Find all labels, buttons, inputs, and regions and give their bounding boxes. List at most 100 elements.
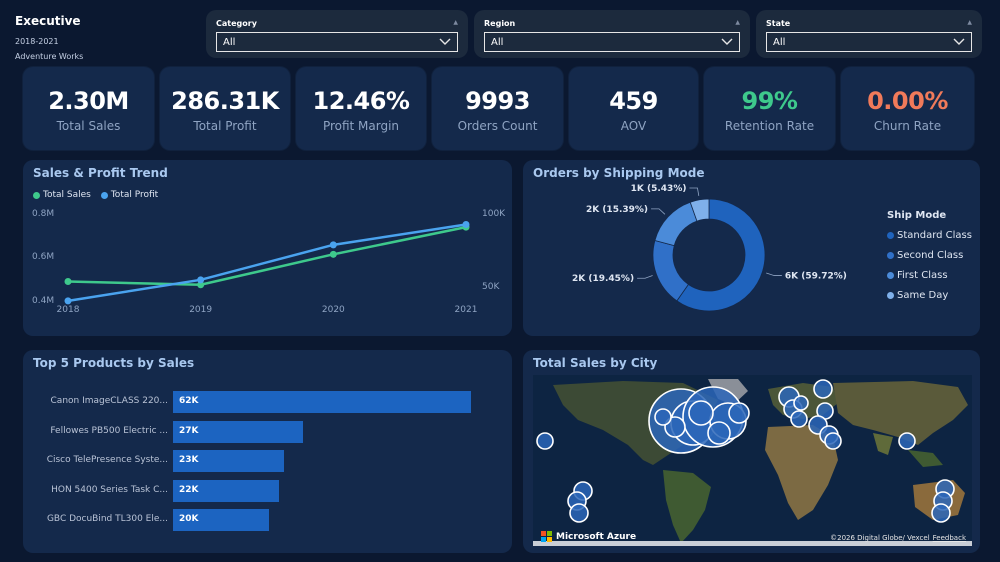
data-point[interactable] <box>64 278 72 286</box>
slice-label: 2K (15.39%) <box>586 205 648 215</box>
x-tick-label: 2018 <box>57 305 80 315</box>
kpi-card-orders-count[interactable]: 9993 Orders Count <box>432 67 563 150</box>
city-bubble[interactable] <box>790 410 808 428</box>
x-tick-label: 2021 <box>455 305 478 315</box>
legend-item-standard-class[interactable]: Standard Class <box>887 225 972 245</box>
city-bubble[interactable] <box>536 432 554 450</box>
kpi-value: 9993 <box>465 87 530 115</box>
chevron-down-icon <box>953 38 965 45</box>
shipping-mode-panel: Orders by Shipping Mode 6K (59.72%) 2K (1… <box>523 160 980 336</box>
product-bar[interactable] <box>173 450 284 472</box>
product-bar-row[interactable]: Cisco TelePresence Syste... 23K <box>23 450 493 472</box>
legend-label: First Class <box>897 269 948 281</box>
map-title: Total Sales by City <box>533 356 658 370</box>
y-tick-label: 0.8M <box>32 209 54 219</box>
city-sales-map[interactable]: Microsoft Azure ©2026 Digital Globe/ Vex… <box>533 375 972 546</box>
legend-dot <box>887 231 894 239</box>
kpi-card-churn-rate[interactable]: 0.00% Churn Rate <box>841 67 974 150</box>
legend-dot <box>887 271 894 279</box>
data-point[interactable] <box>197 276 205 284</box>
city-bubble[interactable] <box>824 432 842 450</box>
series-line[interactable] <box>67 225 467 287</box>
kpi-label: Total Sales <box>56 119 121 133</box>
city-bubble[interactable] <box>793 395 809 411</box>
category-slicer-label: Category <box>216 19 257 28</box>
kpi-value: 459 <box>609 87 658 115</box>
city-bubbles[interactable] <box>533 375 972 546</box>
donut-slice[interactable] <box>676 198 766 312</box>
category-slicer: ▲ Category All <box>206 10 468 58</box>
donut-slice[interactable] <box>652 239 689 302</box>
legend-label: Same Day <box>897 289 949 301</box>
page-title: Executive <box>15 14 81 28</box>
legend-dot <box>33 191 40 199</box>
shipping-title: Orders by Shipping Mode <box>533 166 705 180</box>
city-sales-panel: Total Sales by City <box>523 350 980 553</box>
donut-slice[interactable] <box>654 201 698 247</box>
trend-legend: Total Sales Total Profit <box>33 190 158 200</box>
product-bar[interactable] <box>173 509 270 531</box>
bar-value-label: 22K <box>179 484 199 495</box>
city-bubble[interactable] <box>654 408 672 426</box>
product-bar-row[interactable]: Canon ImageCLASS 220... 62K <box>23 391 493 413</box>
shipping-donut-chart[interactable]: 6K (59.72%) 2K (19.45%) 2K (15.39%) 1K (5.4… <box>523 160 883 336</box>
slice-label: 6K (59.72%) <box>785 271 847 281</box>
legend-label: Second Class <box>897 249 964 261</box>
kpi-card-profit-margin[interactable]: 12.46% Profit Margin <box>296 67 426 150</box>
leader-line <box>651 208 666 215</box>
city-bubble[interactable] <box>688 400 714 426</box>
feedback-link[interactable]: Feedback <box>932 534 966 542</box>
city-bubble[interactable] <box>813 379 833 399</box>
y2-tick-label: 50K <box>482 282 500 292</box>
product-bar[interactable] <box>173 479 279 502</box>
legend-item-total-sales[interactable]: Total Sales <box>33 190 91 200</box>
product-name-label: Fellowes PB500 Electric ... <box>50 425 168 436</box>
legend-item-second-class[interactable]: Second Class <box>887 245 972 265</box>
legend-item-same-day[interactable]: Same Day <box>887 285 972 305</box>
company-name: Adventure Works <box>15 52 84 61</box>
product-bar-row[interactable]: HON 5400 Series Task C... 22K <box>23 479 493 502</box>
product-bar-row[interactable]: GBC DocuBind TL300 Ele... 20K <box>23 509 493 531</box>
kpi-label: AOV <box>620 119 647 133</box>
state-dropdown[interactable]: All <box>766 32 972 52</box>
city-bubble[interactable] <box>931 503 951 523</box>
ship-mode-legend: Ship Mode Standard Class Second Class Fi… <box>887 210 972 305</box>
state-slicer: ▲ State All <box>756 10 982 58</box>
kpi-card-total-sales[interactable]: 2.30M Total Sales <box>23 67 154 150</box>
region-dropdown[interactable]: All <box>484 32 740 52</box>
kpi-card-aov[interactable]: 459 AOV <box>569 67 698 150</box>
data-point[interactable] <box>64 297 72 305</box>
caret-icon: ▲ <box>967 19 972 26</box>
state-slicer-label: State <box>766 19 791 28</box>
product-name-label: GBC DocuBind TL300 Ele... <box>46 514 168 524</box>
product-name-label: HON 5400 Series Task C... <box>51 484 168 495</box>
y2-tick-label: 100K <box>482 209 506 219</box>
trend-chart[interactable]: 0.8M 0.6M 0.4M 100K 50K 2018 2019 2020 2021 <box>23 160 512 336</box>
kpi-card-retention-rate[interactable]: 99% Retention Rate <box>704 67 835 150</box>
kpi-card-total-profit[interactable]: 286.31K Total Profit <box>160 67 290 150</box>
city-bubble[interactable] <box>707 421 731 445</box>
bar-value-label: 62K <box>179 396 199 406</box>
product-bar-row[interactable]: Fellowes PB500 Electric ... 27K <box>23 420 493 443</box>
data-point[interactable] <box>462 220 470 228</box>
product-bar[interactable] <box>173 420 303 443</box>
donut-slice[interactable] <box>689 198 710 222</box>
legend-item-total-profit[interactable]: Total Profit <box>100 190 158 200</box>
kpi-label: Orders Count <box>457 119 538 133</box>
data-point[interactable] <box>329 250 337 258</box>
legend-item-first-class[interactable]: First Class <box>887 265 972 285</box>
microsoft-azure-logo: Microsoft Azure <box>541 531 636 542</box>
city-bubble[interactable] <box>898 432 916 450</box>
city-bubble[interactable] <box>569 503 589 523</box>
top-products-panel: Top 5 Products by Sales Canon ImageCLASS… <box>23 350 512 553</box>
legend-dot <box>887 251 894 259</box>
series-line[interactable] <box>67 223 467 303</box>
data-point[interactable] <box>197 281 205 289</box>
category-dropdown[interactable]: All <box>216 32 458 52</box>
bar-value-label: 20K <box>179 514 199 524</box>
caret-icon: ▲ <box>453 19 458 26</box>
city-bubble[interactable] <box>728 402 750 424</box>
data-point[interactable] <box>329 241 337 249</box>
chevron-down-icon <box>721 38 733 45</box>
product-bar[interactable] <box>173 391 471 413</box>
